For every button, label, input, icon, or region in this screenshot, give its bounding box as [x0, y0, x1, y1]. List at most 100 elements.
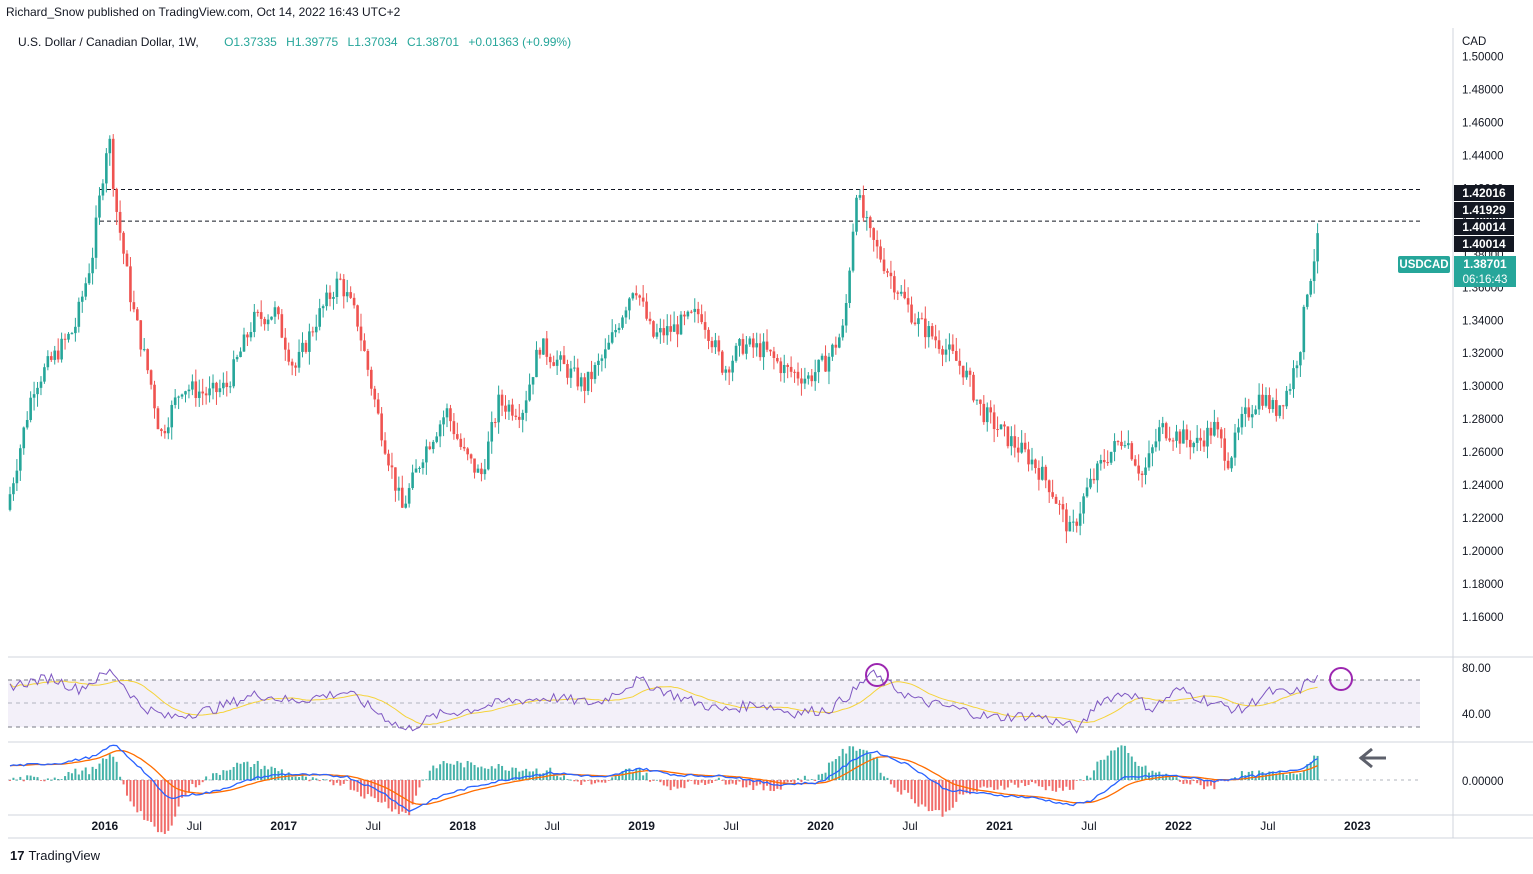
candle-down: [979, 399, 982, 404]
candle-down: [879, 246, 882, 260]
macd-histogram-bar: [783, 780, 786, 785]
candle-up: [597, 360, 600, 366]
macd-histogram-bar: [958, 780, 961, 795]
candle-up: [899, 291, 903, 294]
macd-histogram-bar: [167, 780, 170, 831]
macd-histogram-bar: [504, 770, 507, 780]
candle-down: [562, 355, 566, 365]
candle-down: [896, 292, 900, 294]
macd-histogram-bar: [1068, 780, 1071, 790]
macd-histogram-bar: [611, 777, 614, 780]
time-axis[interactable]: 2016 Jul 2017 Jul 2018 Jul 2019 Jul 2020 Jul 2021 J…: [91, 819, 1371, 833]
candle-down: [129, 266, 132, 303]
candle-up: [438, 424, 442, 437]
candle-up: [1030, 459, 1034, 465]
macd-histogram-bar: [366, 780, 369, 795]
candle-down: [772, 351, 776, 359]
candle-up: [15, 470, 19, 484]
macd-histogram-bar: [769, 780, 772, 791]
macd-histogram-bar: [356, 780, 359, 792]
macd-histogram-bar: [924, 780, 927, 807]
macd-histogram-bar: [1295, 774, 1298, 780]
candle-up: [672, 324, 676, 332]
footer-brand-label: TradingView: [28, 848, 101, 863]
macd-histogram-bar: [642, 775, 645, 780]
candle-up: [1257, 394, 1261, 410]
candle-down: [328, 292, 332, 299]
macd-histogram-bar: [322, 779, 325, 780]
macd-histogram-bar: [1309, 762, 1312, 780]
candle-down: [958, 360, 962, 366]
macd-histogram-bar: [1209, 780, 1212, 786]
price-axis[interactable]: 1.500001.480001.460001.440001.420001.400…: [1462, 51, 1504, 624]
macd-histogram-bar: [112, 756, 115, 780]
macd-histogram-bar: [549, 767, 552, 780]
macd-histogram-bar: [1278, 770, 1281, 780]
candle-down: [1120, 441, 1123, 446]
time-tick: Jul: [1081, 819, 1096, 833]
candle-up: [53, 350, 57, 360]
candle-down: [376, 399, 380, 414]
time-tick: 2021: [986, 819, 1013, 833]
candle-up: [975, 399, 979, 401]
symbol-title[interactable]: U.S. Dollar / Canadian Dollar, 1W,: [18, 35, 199, 49]
macd-histogram-bar: [105, 758, 108, 780]
macd-histogram-bar: [318, 780, 321, 782]
candle-up: [1302, 306, 1306, 353]
macd-histogram-bar: [184, 780, 187, 796]
macd-histogram-bar: [948, 780, 951, 811]
macd-histogram-bar: [941, 780, 944, 817]
macd-histogram-bar: [1216, 780, 1219, 782]
candle-up: [235, 357, 239, 360]
candle-up: [858, 195, 862, 198]
macd-histogram-bar: [690, 780, 693, 781]
candle-up: [985, 407, 989, 423]
candle-down: [459, 438, 463, 447]
macd-histogram-bar: [810, 779, 813, 780]
candle-down: [789, 366, 793, 372]
footer-brand[interactable]: 17 TradingView: [10, 848, 100, 863]
macd-histogram-bar: [435, 768, 438, 780]
candle-down: [356, 305, 359, 327]
candle-up: [1295, 365, 1299, 369]
candle-down: [1171, 440, 1175, 442]
candle-up: [335, 278, 339, 297]
candle-up: [586, 371, 590, 391]
candle-up: [855, 197, 858, 232]
candle-down: [1058, 503, 1061, 505]
candle-up: [999, 424, 1003, 430]
candle-down: [493, 422, 497, 424]
candle-down: [1178, 431, 1182, 444]
candle-up: [1278, 405, 1282, 416]
candle-down: [875, 239, 879, 247]
macd-histogram-bar: [869, 753, 872, 780]
macd-histogram-bar: [700, 780, 703, 783]
macd-histogram-bar: [1316, 755, 1319, 780]
candle-down: [741, 339, 745, 354]
candle-down: [982, 403, 986, 423]
price-tick: 1.48000: [1462, 84, 1504, 96]
macd-histogram-bar: [1113, 750, 1116, 780]
candle-up: [332, 296, 335, 299]
macd-histogram-bar: [428, 770, 431, 780]
candle-up: [1213, 421, 1216, 436]
candle-down: [913, 322, 917, 325]
candle-down: [1202, 440, 1206, 447]
macd-histogram-bar: [951, 780, 954, 808]
macd-histogram-bar: [507, 770, 510, 780]
candle-down: [387, 453, 390, 466]
macd-histogram-bar: [1127, 752, 1130, 780]
candle-down: [951, 344, 955, 351]
symbol-tag-label: USDCAD: [1399, 259, 1448, 271]
candle-down: [796, 371, 800, 379]
candle-up: [1316, 233, 1319, 262]
symbol-legend: U.S. Dollar / Canadian Dollar, 1W, O1.37…: [18, 35, 577, 49]
macd-histogram-bar: [43, 780, 46, 782]
macd-histogram-bar: [786, 780, 789, 783]
candle-up: [25, 419, 29, 428]
macd-histogram-bar: [497, 764, 500, 780]
candle-up: [600, 358, 604, 361]
candle-up: [1123, 445, 1127, 447]
candle-down: [662, 328, 666, 336]
